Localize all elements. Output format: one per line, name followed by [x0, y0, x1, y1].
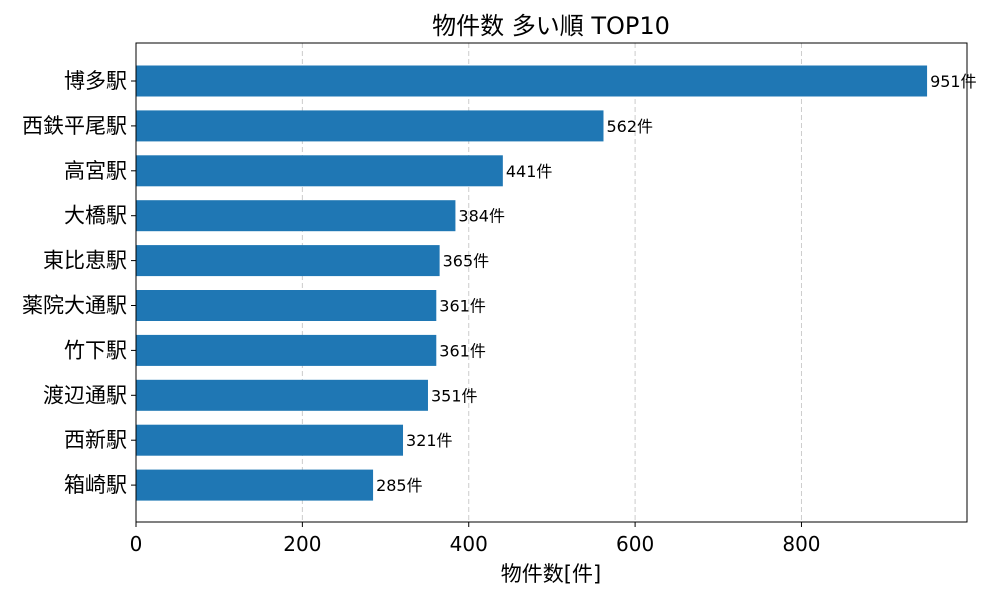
data-labels: 951件 562件 441件 384件 365件 361件 361件 351件 321件 285件	[376, 72, 977, 495]
data-label: 441件	[506, 162, 553, 181]
bar	[136, 65, 928, 97]
bar	[136, 245, 440, 277]
bar	[136, 200, 456, 232]
bar	[136, 424, 404, 456]
y-tick-label: 博多駅	[64, 69, 127, 93]
bars	[136, 65, 928, 501]
y-tick-label: 西新駅	[64, 428, 127, 452]
x-ticks: 0 200 400 600 800	[130, 522, 821, 556]
bar	[136, 334, 437, 366]
y-tick-label: 箱崎駅	[64, 473, 127, 497]
bar	[136, 290, 437, 321]
data-label: 361件	[439, 341, 486, 360]
data-label: 384件	[458, 207, 505, 226]
data-label: 562件	[606, 117, 653, 136]
x-tick-label: 200	[283, 532, 321, 556]
y-tick-label: 西鉄平尾駅	[22, 114, 127, 138]
data-label: 361件	[439, 297, 486, 316]
x-axis-label: 物件数[件]	[501, 562, 601, 586]
chart-title: 物件数 多い順 TOP10	[432, 12, 670, 40]
plot-frame	[135, 42, 968, 523]
x-tick-label: 600	[616, 532, 654, 556]
y-tick-label: 渡辺通駅	[43, 383, 127, 407]
data-label: 285件	[376, 476, 423, 495]
y-tick-label: 竹下駅	[64, 338, 127, 362]
data-label: 351件	[431, 386, 478, 405]
bar	[136, 469, 374, 501]
x-tick-label: 400	[450, 532, 488, 556]
data-label: 321件	[406, 431, 453, 450]
y-tick-label: 東比恵駅	[43, 249, 127, 273]
data-label: 951件	[930, 72, 977, 91]
bar	[136, 379, 428, 411]
data-label: 365件	[443, 252, 490, 271]
x-tick-label: 800	[782, 532, 820, 556]
y-tick-label: 大橋駅	[64, 204, 127, 228]
x-tick-label: 0	[130, 532, 143, 556]
y-tick-label: 薬院大通駅	[22, 294, 127, 318]
y-tick-label: 高宮駅	[64, 159, 127, 183]
bar	[136, 155, 503, 187]
bar	[136, 110, 604, 142]
